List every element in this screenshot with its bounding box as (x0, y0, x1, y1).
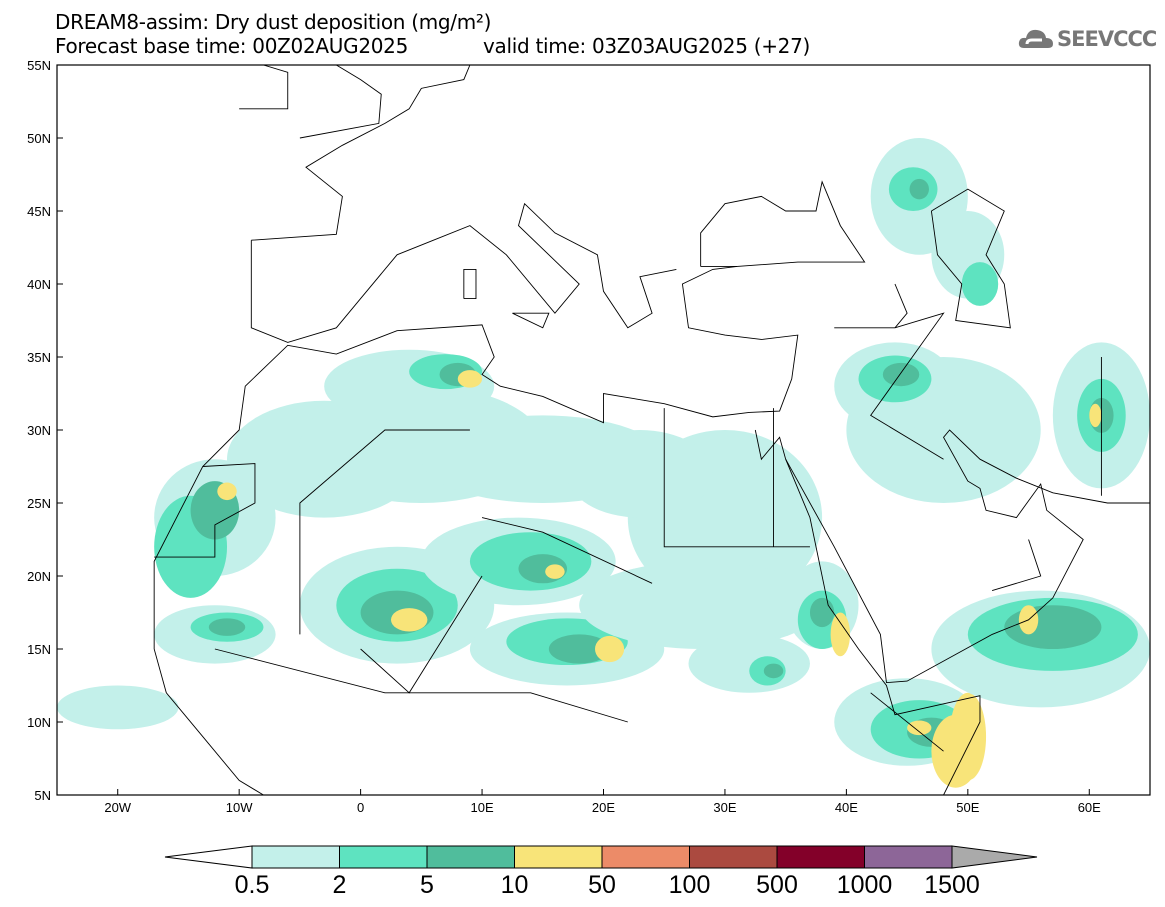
dust-contour-level-2 (763, 663, 784, 679)
dust-contour-level-2 (909, 178, 929, 200)
lat-label: 40N (27, 277, 51, 292)
dust-contour-level-3 (949, 692, 987, 781)
border-line (239, 65, 289, 110)
colorbar-label: 1500 (924, 871, 980, 899)
lat-label: 20N (27, 569, 51, 584)
colorbar-label: 1000 (837, 871, 893, 899)
border-line (834, 312, 945, 460)
lat-label: 15N (27, 642, 51, 657)
border-line (463, 268, 477, 300)
colorbar-label: 5 (420, 871, 434, 899)
lon-label: 30E (713, 800, 736, 815)
dust-contour-level-0 (57, 685, 179, 730)
dust-contour-level-1 (961, 262, 999, 306)
colorbar-swatch (514, 845, 603, 869)
colorbar-swatch (864, 845, 953, 869)
dust-contour-level-3 (457, 370, 483, 388)
colorbar-label: 2 (333, 871, 347, 899)
lon-label: 10W (226, 800, 253, 815)
coastlines (153, 65, 1150, 795)
border-line (299, 429, 470, 635)
border-line (251, 65, 471, 241)
seevccc-logo: SEEVCCC (1018, 26, 1157, 52)
dust-contour-level-2 (548, 634, 610, 664)
logo-text: SEEVCCC (1057, 27, 1157, 51)
dust-contour-level-3 (594, 635, 625, 663)
border-line (785, 429, 1150, 684)
map-axes: 20W 10W 0 10E 20E 30E 40E 50E 60E 5N 10N 15N 20N 25N 3… (27, 58, 1101, 815)
lon-label: 0 (357, 800, 364, 815)
border-line (154, 463, 256, 558)
lat-label: 50N (27, 131, 51, 146)
map-title: DREAM8-assim: Dry dust deposition (mg/m²… (55, 10, 492, 34)
dust-contour-level-0 (567, 430, 713, 518)
colorbar-swatch (251, 845, 340, 869)
colorbar-label: 500 (756, 871, 798, 899)
dust-contour-level-2 (882, 362, 920, 387)
dust-contour-level-3 (217, 482, 237, 501)
lon-label: 40E (835, 800, 858, 815)
dust-contour-level-3 (390, 608, 428, 632)
lon-label: 60E (1078, 800, 1101, 815)
lat-label: 10N (27, 715, 51, 730)
lat-label: 35N (27, 350, 51, 365)
border-line (754, 429, 981, 795)
colorbar-swatch (776, 845, 865, 869)
colorbar-under-arrow (164, 845, 253, 869)
colorbar-swatch (339, 845, 428, 869)
border-line (991, 539, 1042, 592)
dust-contour-level-3 (907, 720, 932, 736)
dust-contour-level-3 (545, 564, 565, 579)
border-line (512, 312, 550, 329)
lat-label: 55N (27, 58, 51, 73)
colorbar-label: 0.5 (235, 871, 270, 899)
dust-contour-level-0 (579, 561, 823, 649)
border-line (930, 188, 1011, 329)
colorbar-label: 100 (669, 871, 711, 899)
lat-label: 25N (27, 496, 51, 511)
border-line (663, 408, 810, 548)
border-line (360, 575, 483, 694)
border-line (250, 202, 677, 343)
dust-field (57, 138, 1150, 788)
lon-label: 10E (470, 800, 493, 815)
dust-contour-level-3 (1089, 403, 1102, 428)
colorbar-label: 50 (588, 871, 616, 899)
cloud-icon (1018, 29, 1053, 48)
colorbar-label: 10 (501, 871, 529, 899)
colorbar-over-arrow (951, 845, 1038, 869)
lat-label: 5N (34, 788, 51, 803)
lon-label: 50E (956, 800, 979, 815)
dust-contour-level-3 (830, 612, 851, 657)
lat-label: 30N (27, 423, 51, 438)
border-line (870, 692, 944, 752)
dust-contour-level-2 (208, 618, 246, 636)
colorbar-swatch (689, 845, 778, 869)
lat-label: 45N (27, 204, 51, 219)
colorbar-swatch (426, 845, 515, 869)
dust-contour-level-2 (809, 597, 835, 628)
lon-label: 20W (104, 800, 131, 815)
colorbar: 0.5 2 5 10 50 100 500 1000 1500 (164, 845, 1038, 899)
border-line (481, 517, 653, 584)
border-line (894, 283, 908, 329)
border-line (214, 648, 628, 723)
lon-label: 20E (592, 800, 615, 815)
border-line (153, 266, 799, 795)
border-line (700, 180, 866, 267)
border-line (299, 65, 382, 139)
dust-contour-level-2 (1004, 605, 1102, 649)
forecast-base-time: Forecast base time: 00Z02AUG2025 (55, 34, 409, 58)
valid-time: valid time: 03Z03AUG2025 (+27) (483, 34, 811, 58)
colorbar-swatch (601, 845, 690, 869)
dust-contour-level-0 (688, 634, 810, 693)
